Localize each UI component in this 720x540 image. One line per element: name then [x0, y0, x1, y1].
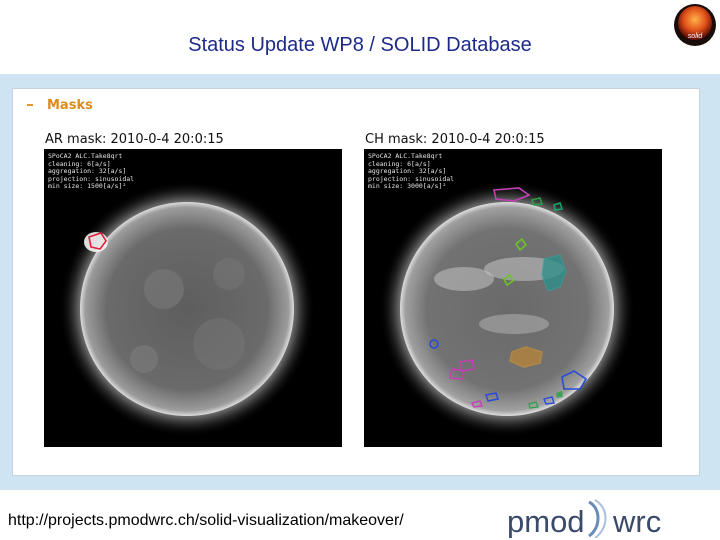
project-url-link[interactable]: http://projects.pmodwrc.ch/solid-visuali… [8, 512, 404, 529]
ar-mask-title: AR mask: 2010-0-4 20:0:15 [45, 132, 224, 147]
collapse-dash-icon[interactable] [27, 104, 33, 106]
pmod-wrc-logo: pmod wrc [507, 499, 661, 538]
solid-logo: solid [674, 4, 716, 46]
ar-mask-info: SPoCA2 ALC.Take8qrt cleaning: 6[a/s] agg… [48, 152, 135, 191]
wrc-logo-text: wrc [612, 504, 661, 538]
section-header[interactable]: Masks [27, 95, 93, 115]
ch-mask-info: SPoCA2 ALC.Take8qrt cleaning: 6[a/s] agg… [368, 152, 455, 191]
solid-logo-text: solid [688, 33, 704, 40]
ar-mask-image: SPoCA2 ALC.Take8qrt cleaning: 6[a/s] agg… [44, 149, 342, 447]
ch-mask-title: CH mask: 2010-0-4 20:0:15 [365, 132, 545, 147]
pmod-logo-text: pmod [507, 504, 585, 538]
slide-title: Status Update WP8 / SOLID Database [188, 34, 532, 56]
masks-panel: Masks AR mask: 2010-0-4 20:0:15 [12, 88, 700, 476]
section-label: Masks [47, 97, 93, 113]
ch-mask-image: SPoCA2 ALC.Take8qrt cleaning: 6[a/s] agg… [364, 149, 662, 447]
